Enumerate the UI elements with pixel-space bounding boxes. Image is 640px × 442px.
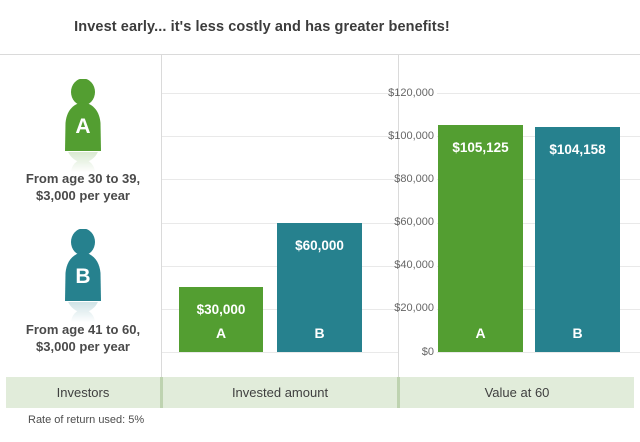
person-silhouette: [65, 152, 101, 186]
bar-value-label: $104,158: [549, 142, 606, 158]
investor-b-reflection: B: [57, 302, 109, 336]
investor-a-figure: A A: [57, 78, 109, 186]
y-axis-tick-label: $20,000: [394, 302, 434, 315]
banner-cell-value-at-60: Value at 60: [400, 377, 634, 408]
rate-of-return-note: Rate of return used: 5%: [28, 414, 145, 426]
bar-value-label: $30,000: [196, 302, 246, 318]
investor-a-letter: A: [75, 115, 91, 138]
banner-separator: [160, 377, 163, 408]
y-axis-tick-label: $120,000: [388, 86, 434, 99]
banner-cell-invested-amount: Invested amount: [163, 377, 397, 408]
investor-b-label: From age 41 to 60, $3,000 per year: [25, 322, 141, 354]
gridline: [162, 93, 398, 94]
chart-top-border: [0, 54, 640, 55]
investor-a-label: From age 30 to 39, $3,000 per year: [25, 171, 141, 203]
bar-value-label: $105,125: [452, 140, 509, 156]
y-axis-tick-label: $0: [421, 345, 434, 358]
person-silhouette: [65, 78, 101, 151]
gridline: [162, 179, 398, 181]
gridline: [162, 352, 398, 353]
bar-a-invested: $30,000 A: [179, 287, 263, 352]
bar-b-invested: $60,000 B: [277, 222, 362, 352]
person-b-icon: B: [57, 228, 109, 301]
column-divider-right: [398, 54, 399, 377]
banner-separator: [397, 377, 400, 408]
person-a-icon: A: [57, 78, 109, 151]
bar-value-label: $60,000: [295, 237, 344, 253]
person-silhouette: [65, 228, 101, 301]
page-title: Invest early... it's less costly and has…: [74, 19, 450, 35]
column-divider-left: [161, 54, 162, 377]
investor-b-letter: B: [75, 265, 91, 288]
y-axis-tick-label: $40,000: [394, 259, 434, 272]
category-banner: Investors Invested amount Value at 60: [6, 377, 634, 408]
bar-investor-letter: B: [572, 324, 583, 341]
y-axis-tick-label: $100,000: [388, 129, 434, 142]
banner-cell-investors: Investors: [6, 377, 160, 408]
bar-a-value60: $105,125 A: [438, 125, 523, 352]
investor-a-reflection: A: [57, 152, 109, 186]
gridline: [437, 93, 640, 94]
person-silhouette: [65, 302, 101, 336]
gridline: [162, 136, 398, 138]
person-b-icon: B: [57, 302, 109, 336]
y-axis-tick-label: $60,000: [394, 216, 434, 228]
person-a-icon: A: [57, 152, 109, 186]
gridline: [437, 352, 640, 353]
y-axis-tick-label: $80,000: [394, 172, 434, 185]
bar-investor-letter: B: [314, 325, 325, 341]
bar-investor-letter: A: [215, 325, 227, 341]
bar-b-value60: $104,158 B: [535, 127, 620, 352]
bar-investor-letter: A: [475, 324, 486, 341]
investor-b-figure: B B: [57, 228, 109, 336]
